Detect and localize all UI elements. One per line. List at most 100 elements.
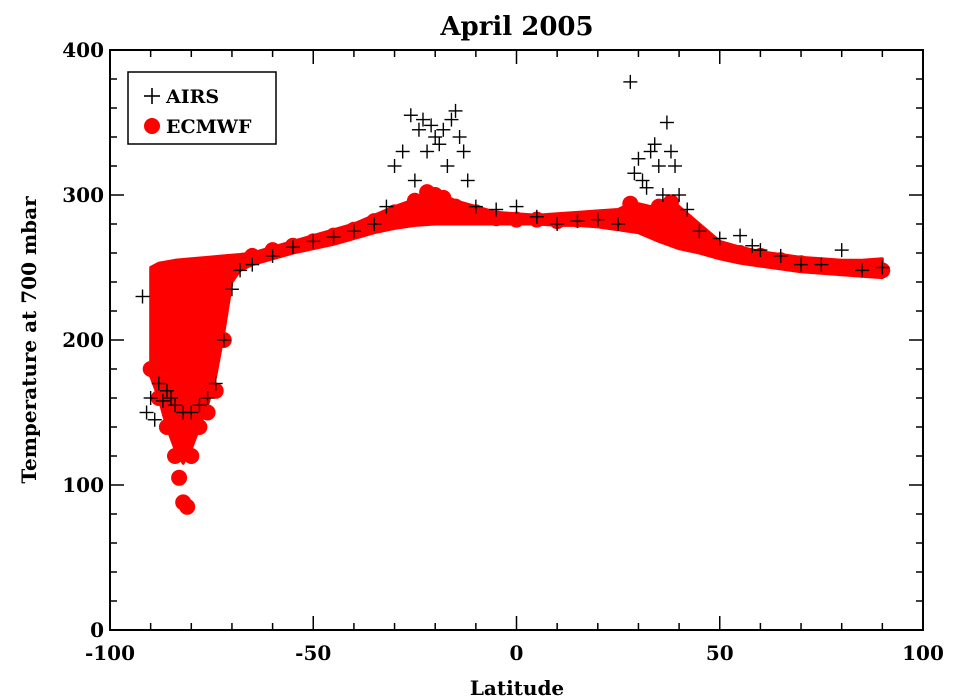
ecmwf-point <box>650 198 667 215</box>
ecmwf-point <box>671 208 688 225</box>
chart-title: April 2005 <box>439 12 593 42</box>
airs-point <box>639 180 654 195</box>
x-tick-label: -50 <box>295 641 331 665</box>
airs-point <box>200 391 215 405</box>
y-tick-label: 200 <box>62 328 104 352</box>
airs-point <box>233 263 248 278</box>
airs-point <box>855 263 870 278</box>
airs-point <box>139 405 154 420</box>
airs-point <box>663 144 678 159</box>
airs-point <box>794 257 809 272</box>
airs-point <box>611 217 626 231</box>
legend-ecmwf-label: ECMWF <box>166 116 252 138</box>
ecmwf-point <box>244 247 261 264</box>
ecmwf-point <box>691 230 708 247</box>
airs-point <box>436 122 451 137</box>
ecmwf-point <box>406 192 423 209</box>
airs-point <box>432 137 447 152</box>
airs-point <box>163 391 178 405</box>
airs-point <box>208 376 223 391</box>
airs-point <box>570 214 585 229</box>
airs-point <box>395 144 410 159</box>
airs-point <box>428 130 443 144</box>
x-tick-label: 50 <box>706 641 734 665</box>
airs-point <box>550 217 565 231</box>
ecmwf-point <box>711 242 728 259</box>
airs-point <box>346 224 361 239</box>
legend-ecmwf-marker <box>144 118 160 134</box>
airs-point <box>416 112 431 127</box>
x-tick-label: 100 <box>902 641 944 665</box>
airs-point <box>627 166 642 181</box>
y-tick-label: 300 <box>62 183 104 207</box>
ecmwf-point <box>663 194 679 211</box>
airs-point <box>411 122 426 137</box>
airs-point <box>631 151 646 166</box>
ecmwf-point <box>833 259 850 276</box>
airs-point <box>168 398 183 413</box>
airs-point <box>733 228 748 243</box>
ecmwf-point <box>183 448 200 464</box>
x-tick-label: -100 <box>85 641 135 665</box>
airs-point <box>773 248 788 263</box>
ecmwf-point <box>171 469 188 486</box>
airs-point <box>460 173 475 188</box>
airs-point <box>745 238 760 253</box>
airs-point <box>590 212 605 227</box>
airs-point <box>509 199 524 214</box>
airs-point <box>192 398 207 413</box>
airs-point <box>834 243 849 258</box>
airs-point <box>655 188 670 202</box>
airs-point <box>326 230 341 245</box>
airs-point <box>155 393 170 408</box>
airs-point <box>659 115 674 130</box>
ecmwf-point <box>447 198 464 215</box>
ecmwf-point <box>386 204 403 221</box>
y-tick-label: 400 <box>62 38 104 62</box>
y-axis-label: Temperature at 700 mbar <box>17 196 41 484</box>
airs-point <box>489 202 504 217</box>
airs-point <box>468 199 483 214</box>
legend-airs-marker <box>144 88 160 104</box>
airs-point <box>151 376 166 391</box>
ecmwf-point <box>191 419 208 435</box>
airs-point <box>452 130 467 144</box>
legend-airs-label: AIRS <box>165 86 219 108</box>
airs-point <box>135 289 150 304</box>
ecmwf-point <box>142 361 159 377</box>
airs-point <box>651 159 666 173</box>
airs-point <box>265 248 280 263</box>
airs-series <box>135 74 890 427</box>
ecmwf-point <box>158 419 175 435</box>
airs-point <box>224 282 239 297</box>
airs-point <box>424 118 439 133</box>
ecmwf-point <box>223 259 240 276</box>
axis-tick-labels: -100 -50 0 50 100 0 100 200 300 400 <box>62 38 944 665</box>
airs-point <box>407 173 422 188</box>
ecmwf-point <box>508 211 525 228</box>
airs-point <box>753 243 768 258</box>
ecmwf-point <box>638 207 655 224</box>
airs-point <box>635 173 650 188</box>
airs-point <box>245 257 260 272</box>
airs-point <box>692 224 707 239</box>
airs-point <box>440 159 455 173</box>
airs-point <box>367 217 382 231</box>
airs-point <box>403 108 418 123</box>
y-tick-label: 100 <box>62 473 104 497</box>
x-tick-label: 0 <box>510 641 524 665</box>
airs-point <box>680 202 695 217</box>
ecmwf-series <box>142 184 891 515</box>
ecmwf-point <box>732 245 749 261</box>
y-tick-label: 0 <box>90 618 104 642</box>
airs-point <box>216 333 231 347</box>
airs-point <box>643 144 658 159</box>
airs-point <box>712 231 727 246</box>
airs-point <box>420 144 435 159</box>
airs-point <box>306 234 321 249</box>
ecmwf-point <box>167 448 183 464</box>
axis-ticks <box>109 49 924 631</box>
ecmwf-point <box>199 404 216 421</box>
ecmwf-point <box>435 189 452 206</box>
